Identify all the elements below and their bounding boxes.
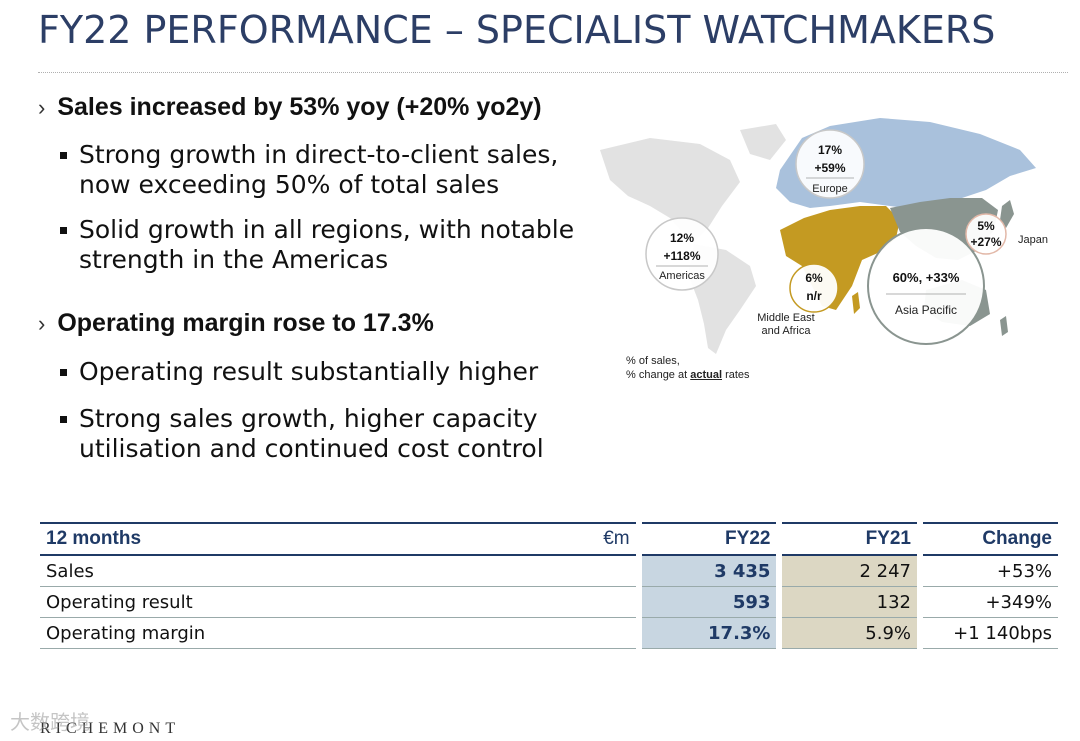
table-header-row: 12 months €m FY22 FY21 Change: [40, 522, 1058, 556]
bullet-line: strength in the Americas: [79, 245, 389, 274]
map-footnote: % of sales, % change at actual rates: [626, 354, 750, 382]
americas-label: Americas: [659, 270, 705, 282]
bullet-line: Solid growth in all regions, with notabl…: [79, 215, 575, 244]
cell-fy21: 2 247: [782, 556, 917, 587]
financial-table: 12 months €m FY22 FY21 Change Sales 3 43…: [40, 522, 1058, 649]
japan-share: 5%: [977, 219, 995, 233]
bullet-line: Strong growth in direct-to-client sales,: [79, 140, 559, 169]
heading-text: Operating margin rose to 17.3%: [57, 309, 434, 337]
bullet-item: Operating result substantially higher: [60, 357, 538, 387]
mea-share: 6%: [805, 271, 823, 285]
europe-label: Europe: [812, 183, 847, 195]
table-row: Operating margin 17.3% 5.9% +1 140bps: [40, 618, 1058, 649]
row-label: Sales: [40, 556, 636, 587]
mea-label-1: Middle East: [757, 312, 814, 324]
square-bullet-icon: [60, 152, 67, 159]
cell-fy21: 5.9%: [782, 618, 917, 649]
americas-change: +118%: [663, 249, 700, 263]
table-row: Operating result 593 132 +349%: [40, 587, 1058, 618]
heading-text: Sales increased by 53% yoy (+20% yo2y): [57, 93, 542, 121]
bullet-item: Strong sales growth, higher capacity uti…: [60, 404, 544, 464]
greenland-shape: [740, 124, 786, 160]
chevron-right-icon: ›: [38, 95, 46, 120]
japan-shape: [1000, 200, 1014, 228]
header-unit: €m: [583, 522, 636, 556]
middle-east-africa-shape: [780, 206, 900, 310]
table-row: Sales 3 435 2 247 +53%: [40, 556, 1058, 587]
richemont-logo: RICHEMONT: [40, 720, 181, 737]
square-bullet-icon: [60, 416, 67, 423]
asia-share-change: 60%, +33%: [893, 270, 960, 285]
bullet-item: Solid growth in all regions, with notabl…: [60, 215, 574, 275]
cell-fy22: 17.3%: [641, 618, 777, 649]
square-bullet-icon: [60, 369, 67, 376]
europe-bubble: 17% +59% Europe: [795, 129, 865, 199]
bullet-item: Strong growth in direct-to-client sales,…: [60, 140, 558, 200]
world-map: 17% +59% Europe 12% +118% Americas 6% n/…: [600, 118, 1048, 354]
europe-change: +59%: [814, 161, 845, 175]
bullet-line: now exceeding 50% of total sales: [79, 170, 500, 199]
footnote-line: % change at actual rates: [626, 369, 750, 381]
mea-bubble: 6% n/r: [789, 263, 839, 313]
header-change: Change: [922, 522, 1058, 556]
japan-bubble: 5% +27%: [965, 213, 1007, 255]
chevron-right-icon: ›: [38, 311, 46, 336]
cell-change: +1 140bps: [922, 618, 1058, 649]
north-america-shape: [600, 138, 740, 242]
asia-pacific-bubble: 60%, +33% Asia Pacific: [867, 227, 985, 345]
nz-shape: [1000, 316, 1008, 336]
square-bullet-icon: [60, 227, 67, 234]
watermark: 大数跨境: [10, 710, 90, 734]
bullet-line: Strong sales growth, higher capacity: [79, 404, 538, 433]
americas-bubble: 12% +118% Americas: [645, 217, 719, 291]
asia-label: Asia Pacific: [895, 303, 957, 317]
section-heading-sales: › Sales increased by 53% yoy (+20% yo2y): [38, 93, 542, 122]
bullet-line: utilisation and continued cost control: [79, 434, 544, 463]
americas-share: 12%: [670, 231, 694, 245]
bullet-line: Operating result substantially higher: [79, 357, 539, 386]
title-divider: [38, 72, 1068, 73]
header-fy21: FY21: [782, 522, 917, 556]
footnote-line: % of sales,: [626, 355, 680, 367]
cell-fy22: 593: [641, 587, 777, 618]
madagascar-shape: [852, 292, 860, 314]
section-heading-margin: › Operating margin rose to 17.3%: [38, 309, 434, 338]
japan-label: Japan: [1018, 234, 1048, 246]
mea-label-2: and Africa: [762, 325, 812, 337]
cell-fy22: 3 435: [641, 556, 777, 587]
row-label: Operating margin: [40, 618, 636, 649]
europe-share: 17%: [818, 143, 842, 157]
cell-change: +53%: [922, 556, 1058, 587]
row-label: Operating result: [40, 587, 636, 618]
page-title: FY22 PERFORMANCE – SPECIALIST WATCHMAKER…: [38, 8, 996, 52]
mea-change: n/r: [806, 289, 822, 303]
japan-change: +27%: [970, 235, 1001, 249]
cell-fy21: 132: [782, 587, 917, 618]
header-period: 12 months: [40, 522, 584, 556]
cell-change: +349%: [922, 587, 1058, 618]
header-fy22: FY22: [641, 522, 777, 556]
